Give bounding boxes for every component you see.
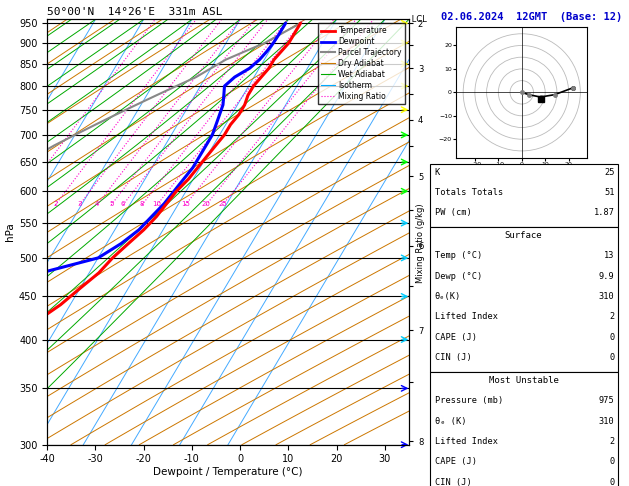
Text: 4: 4	[95, 201, 99, 207]
Text: PW (cm): PW (cm)	[435, 208, 471, 218]
Text: LCL: LCL	[409, 15, 426, 24]
Legend: Temperature, Dewpoint, Parcel Trajectory, Dry Adiabat, Wet Adiabat, Isotherm, Mi: Temperature, Dewpoint, Parcel Trajectory…	[318, 23, 405, 104]
Text: 5: 5	[109, 201, 113, 207]
Text: © weatheronline.co.uk: © weatheronline.co.uk	[472, 471, 574, 480]
Text: 13: 13	[604, 251, 615, 260]
Text: 0: 0	[610, 333, 615, 342]
Text: θₑ (K): θₑ (K)	[435, 417, 466, 426]
Text: CIN (J): CIN (J)	[435, 353, 471, 363]
Text: CAPE (J): CAPE (J)	[435, 333, 477, 342]
Text: 51: 51	[604, 188, 615, 197]
Text: 02.06.2024  12GMT  (Base: 12): 02.06.2024 12GMT (Base: 12)	[441, 12, 622, 22]
Text: Pressure (mb): Pressure (mb)	[435, 396, 503, 405]
Text: CAPE (J): CAPE (J)	[435, 457, 477, 467]
Text: 25: 25	[604, 168, 615, 177]
Text: Dewp (°C): Dewp (°C)	[435, 272, 482, 281]
Text: 2: 2	[610, 437, 615, 446]
Y-axis label: km
ASL: km ASL	[440, 232, 457, 251]
Text: 310: 310	[599, 417, 615, 426]
Text: 0: 0	[610, 353, 615, 363]
Text: Mixing Ratio (g/kg): Mixing Ratio (g/kg)	[416, 203, 425, 283]
Text: Surface: Surface	[505, 231, 542, 240]
Text: 2: 2	[53, 201, 57, 207]
Text: 15: 15	[181, 201, 190, 207]
Text: 3: 3	[77, 201, 82, 207]
Text: 6: 6	[121, 201, 125, 207]
Text: 0: 0	[610, 478, 615, 486]
Y-axis label: hPa: hPa	[4, 223, 14, 242]
Text: K: K	[435, 168, 440, 177]
Text: 0: 0	[610, 457, 615, 467]
Text: 10: 10	[153, 201, 162, 207]
Text: θₑ(K): θₑ(K)	[435, 292, 461, 301]
Text: 25: 25	[218, 201, 227, 207]
X-axis label: kt: kt	[518, 167, 526, 176]
Text: 2: 2	[610, 312, 615, 322]
Text: Temp (°C): Temp (°C)	[435, 251, 482, 260]
Text: 9.9: 9.9	[599, 272, 615, 281]
Text: 50°00'N  14°26'E  331m ASL: 50°00'N 14°26'E 331m ASL	[47, 7, 223, 17]
Text: 20: 20	[202, 201, 211, 207]
Text: 975: 975	[599, 396, 615, 405]
Text: Lifted Index: Lifted Index	[435, 437, 498, 446]
X-axis label: Dewpoint / Temperature (°C): Dewpoint / Temperature (°C)	[153, 467, 303, 477]
Text: 310: 310	[599, 292, 615, 301]
Text: Totals Totals: Totals Totals	[435, 188, 503, 197]
Text: CIN (J): CIN (J)	[435, 478, 471, 486]
Text: Most Unstable: Most Unstable	[489, 376, 559, 385]
Text: 1.87: 1.87	[594, 208, 615, 218]
Text: 8: 8	[140, 201, 144, 207]
Text: Lifted Index: Lifted Index	[435, 312, 498, 322]
